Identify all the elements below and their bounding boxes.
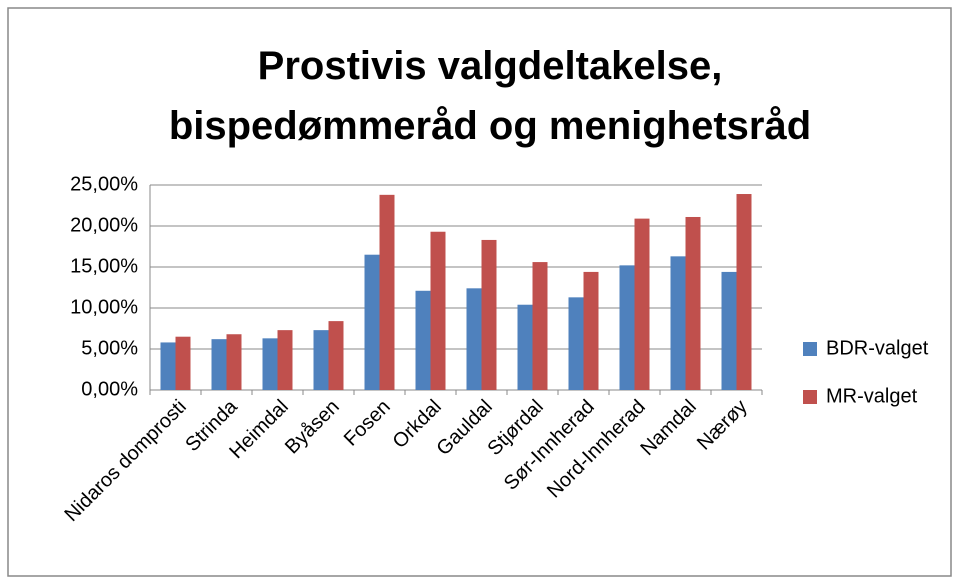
bar	[211, 339, 227, 390]
bar	[262, 338, 278, 390]
bar	[466, 288, 482, 390]
bar	[583, 271, 599, 390]
bar	[430, 231, 446, 390]
legend-swatch	[803, 390, 817, 404]
bar	[379, 194, 395, 390]
bar	[160, 342, 176, 390]
y-tick-label: 0,00%	[81, 378, 138, 400]
y-tick-label: 25,00%	[70, 173, 138, 195]
legend-label: BDR-valget	[826, 337, 929, 359]
legend-swatch	[803, 342, 817, 356]
bar	[364, 254, 380, 390]
bar	[568, 297, 584, 390]
bar	[721, 271, 737, 390]
bar	[277, 330, 293, 390]
bar	[634, 218, 650, 390]
chart-title: Prostivis valgdeltakelse, bispedømmeråd …	[168, 44, 812, 148]
bar	[313, 330, 329, 390]
bar	[736, 194, 752, 390]
y-tick-label: 5,00%	[81, 337, 138, 359]
y-tick-label: 10,00%	[70, 296, 138, 318]
bar	[532, 262, 548, 390]
bar	[226, 334, 242, 390]
bar	[175, 336, 191, 390]
bar	[517, 304, 533, 390]
bar	[415, 290, 431, 390]
y-tick-label: 15,00%	[70, 255, 138, 277]
legend-label: MR-valget	[826, 385, 918, 407]
bar	[670, 256, 686, 390]
bar	[328, 321, 344, 390]
bar	[481, 239, 497, 390]
y-tick-label: 20,00%	[70, 214, 138, 236]
bar	[619, 265, 635, 390]
bar	[685, 216, 701, 390]
